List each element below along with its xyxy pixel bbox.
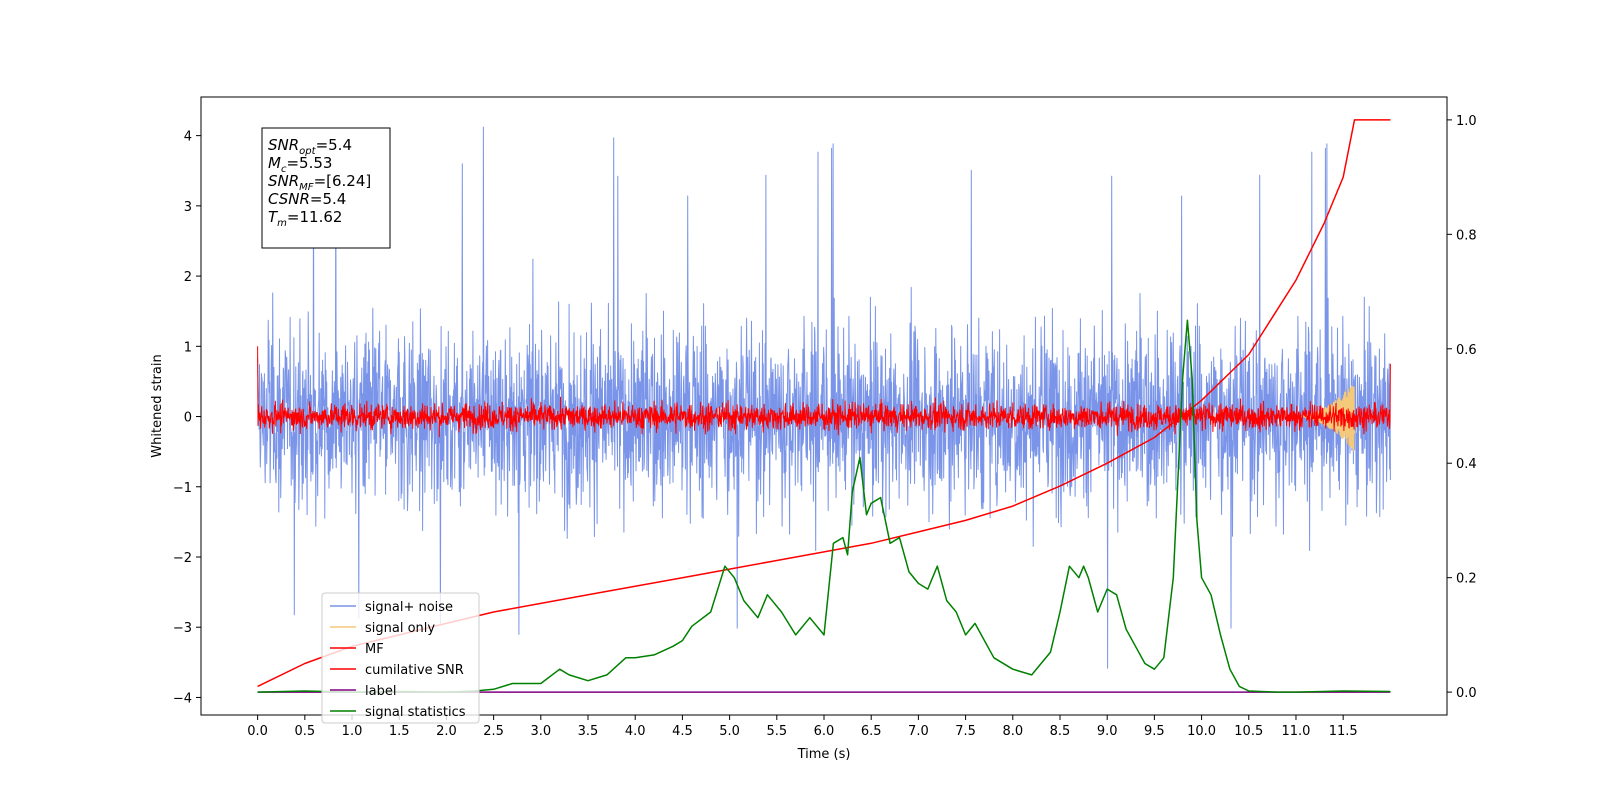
- x-tick-label: 3.0: [530, 724, 551, 739]
- x-tick-label: 10.5: [1234, 724, 1263, 739]
- legend-label: cumilative SNR: [365, 663, 464, 678]
- series-line-signal-noise: [257, 126, 1391, 669]
- y-tick-label: −2: [173, 551, 192, 566]
- legend-label: MF: [365, 642, 384, 657]
- x-tick-label: 7.5: [955, 724, 976, 739]
- x-tick-label: 7.0: [908, 724, 929, 739]
- y2-tick-label: 0.0: [1456, 686, 1477, 701]
- y2-tick-label: 0.4: [1456, 457, 1477, 472]
- annotation-line: SNRMF=[6.24]: [268, 172, 371, 193]
- y-axis-left: −4 −3 −2 −1 0 1 2 3 4: [173, 130, 201, 706]
- x-tick-label: 9.0: [1097, 724, 1118, 739]
- x-tick-label: 4.0: [625, 724, 646, 739]
- legend-label: signal only: [365, 621, 435, 636]
- legend-frame: [321, 592, 480, 724]
- y-tick-label: 0: [184, 411, 192, 426]
- annotation-frame: [261, 127, 391, 249]
- x-tick-label: 6.5: [861, 724, 882, 739]
- x-tick-label: 8.0: [1002, 724, 1023, 739]
- x-tick-label: 2.5: [483, 724, 504, 739]
- y-tick-label: −4: [173, 691, 192, 706]
- x-tick-label: 0.5: [294, 724, 315, 739]
- annotation-line: CSNR=5.4: [268, 190, 346, 208]
- y-tick-label: 3: [184, 200, 192, 215]
- x-axis-label: Time (s): [797, 747, 851, 762]
- annotation-box: SNRopt=5.4Mc=5.53SNRMF=[6.24]CSNR=5.4Tm=…: [261, 127, 391, 249]
- y-tick-label: −1: [173, 481, 192, 496]
- x-tick-label: 5.0: [719, 724, 740, 739]
- x-tick-label: 4.5: [672, 724, 693, 739]
- x-axis: 0.0 0.5 1.0 1.5 2.0 2.5 3.0 3.5 4.0 4.5 5.0 5.5 6.0 6…: [247, 715, 1358, 739]
- legend: signal+ noise signal only MF cumilative SNR…: [321, 592, 480, 724]
- x-tick-label: 10.0: [1187, 724, 1216, 739]
- x-tick-label: 3.5: [578, 724, 599, 739]
- series-line-mf: [257, 346, 1391, 438]
- y-tick-label: 2: [184, 270, 192, 285]
- x-tick-label: 2.0: [436, 724, 457, 739]
- y2-tick-label: 1.0: [1456, 114, 1477, 129]
- x-tick-label: 11.5: [1329, 724, 1358, 739]
- annotation-line: SNRopt=5.4: [268, 136, 352, 157]
- x-tick-label: 1.5: [389, 724, 410, 739]
- series-line-signal-statistics: [257, 319, 1391, 693]
- x-tick-label: 11.0: [1281, 724, 1310, 739]
- x-tick-label: 0.0: [247, 724, 268, 739]
- x-tick-label: 5.5: [766, 724, 787, 739]
- legend-label: signal statistics: [365, 705, 466, 720]
- legend-label: signal+ noise: [365, 600, 453, 615]
- y2-tick-label: 0.6: [1456, 343, 1477, 358]
- series-line-signal-only: [1295, 385, 1356, 452]
- y-tick-label: 4: [184, 130, 192, 145]
- x-tick-label: 1.0: [342, 724, 363, 739]
- y2-tick-label: 0.2: [1456, 572, 1477, 587]
- y-tick-label: −3: [173, 621, 192, 636]
- y-axis-label: Whitened strain: [150, 354, 165, 457]
- x-tick-label: 9.5: [1144, 724, 1165, 739]
- y2-tick-label: 0.8: [1456, 228, 1477, 243]
- x-tick-label: 8.5: [1050, 724, 1071, 739]
- y-tick-label: 1: [184, 340, 192, 355]
- annotation-line: Mc=5.53: [268, 154, 332, 175]
- x-tick-label: 6.0: [814, 724, 835, 739]
- annotation-line: Tm=11.62: [268, 208, 342, 229]
- legend-label: label: [365, 684, 396, 699]
- y-axis-right: 0.0 0.2 0.4 0.6 0.8 1.0: [1447, 114, 1477, 701]
